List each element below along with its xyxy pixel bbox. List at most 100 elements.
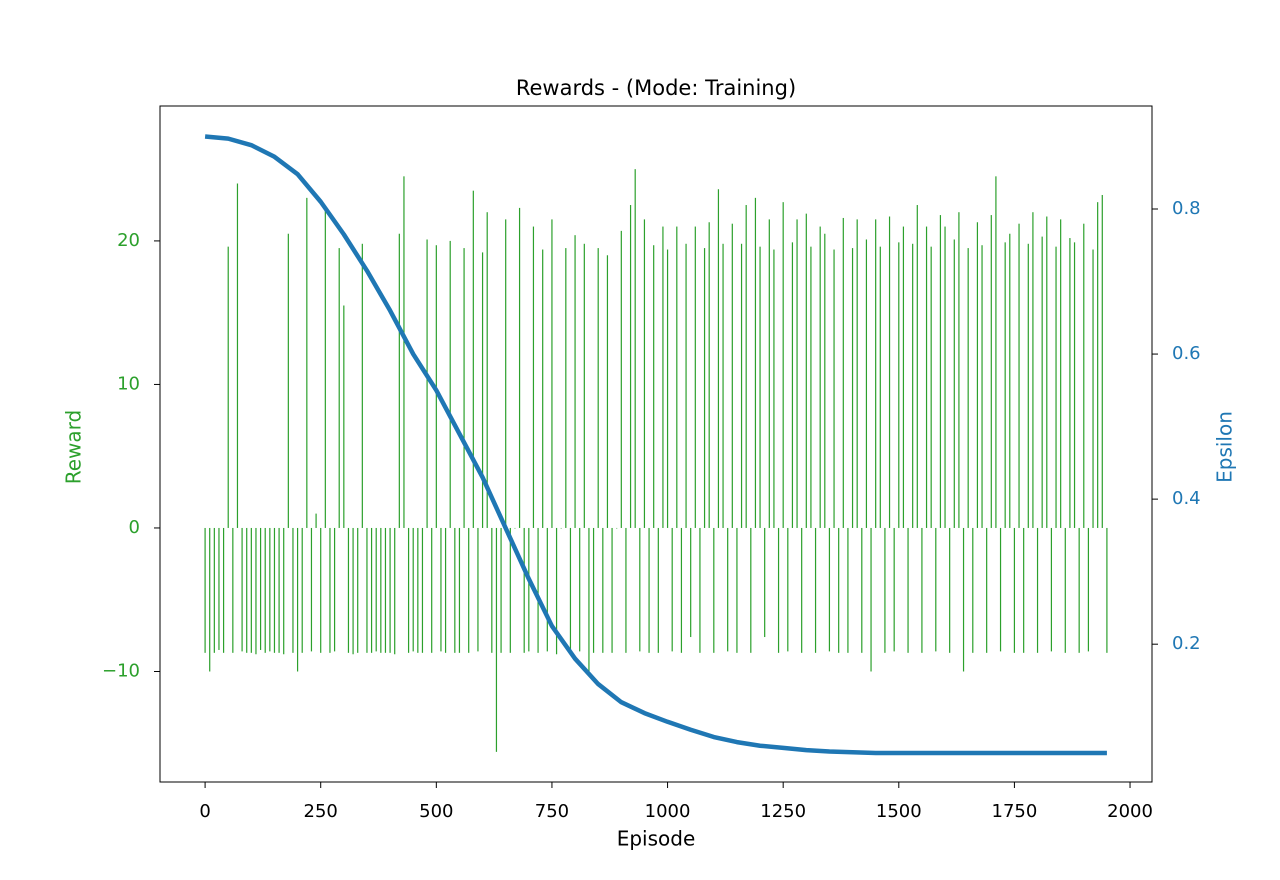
reward-bar [333, 527, 336, 652]
reward-bar [750, 527, 752, 653]
reward-bar [417, 527, 419, 653]
reward-bar [907, 527, 909, 653]
reward-bar [481, 252, 484, 528]
reward-bar [222, 527, 225, 653]
reward-bar [1013, 527, 1016, 653]
reward-bar [472, 190, 474, 528]
reward-bar [731, 223, 733, 528]
reward-bar [431, 527, 433, 653]
reward-bar [694, 226, 696, 528]
reward-bar [523, 527, 525, 653]
reward-bar [500, 527, 502, 653]
reward-bar [1023, 527, 1025, 653]
reward-bar [962, 527, 965, 672]
x-tick-label: 0 [199, 801, 210, 822]
reward-bar [579, 527, 581, 652]
reward-bar [366, 527, 368, 653]
reward-bar [389, 527, 391, 653]
reward-bar [1073, 242, 1076, 528]
reward-bar [209, 527, 211, 672]
x-axis-label: Episode [617, 827, 696, 851]
reward-bar [671, 527, 673, 652]
reward-bar [1041, 236, 1043, 528]
reward-bar [347, 527, 350, 653]
reward-bar [648, 527, 650, 653]
reward-bar [236, 183, 239, 528]
x-tick-label: 1000 [645, 801, 691, 822]
reward-bar [269, 527, 271, 652]
reward-bar [315, 513, 317, 528]
reward-bar [870, 527, 872, 672]
reward-bar [329, 527, 331, 653]
reward-bar [560, 527, 562, 529]
reward-bar [505, 219, 507, 528]
reward-bar [925, 226, 928, 528]
reward-bar [708, 222, 710, 528]
reward-bar [204, 527, 206, 653]
reward-bar [555, 527, 558, 655]
reward-bar [990, 215, 992, 528]
reward-bar [514, 527, 516, 529]
reward-bar [426, 239, 428, 528]
reward-bar [814, 527, 817, 653]
reward-bar [717, 189, 720, 528]
chart-title: Rewards - (Mode: Training) [516, 76, 796, 100]
x-tick-label: 1750 [992, 801, 1038, 822]
reward-bar [838, 527, 840, 653]
y2-axis-label: Epsilon [1213, 411, 1237, 483]
reward-bar [1106, 527, 1108, 653]
reward-bar [287, 233, 289, 528]
reward-bar [759, 246, 761, 528]
reward-bar [713, 527, 715, 653]
reward-bar [412, 527, 414, 652]
epsilon-line [204, 134, 1107, 756]
reward-bar [370, 527, 373, 653]
reward-bar [791, 242, 794, 528]
x-tick-label: 1250 [760, 801, 806, 822]
reward-bar [565, 248, 567, 528]
reward-bar [338, 248, 340, 528]
reward-bar [440, 527, 442, 652]
reward-bar [833, 249, 835, 528]
reward-bar [232, 527, 234, 653]
reward-bar [884, 527, 886, 653]
reward-bar [588, 527, 590, 672]
reward-bar [875, 219, 877, 528]
reward-bar [976, 222, 979, 528]
reward-bar [653, 245, 655, 528]
reward-bar [1036, 527, 1039, 653]
reward-bar [546, 527, 548, 652]
reward-bar [403, 176, 405, 528]
reward-bar [972, 527, 974, 653]
reward-bar [953, 239, 955, 528]
reward-bar [394, 527, 396, 655]
reward-bar [699, 527, 701, 653]
reward-bar [888, 216, 891, 528]
reward-bar [449, 240, 451, 528]
reward-bar [1101, 194, 1103, 528]
reward-bar [935, 527, 937, 652]
reward-bar [801, 527, 803, 653]
reward-bar [939, 215, 942, 528]
reward-bar [1087, 527, 1090, 652]
reward-bar [995, 176, 997, 528]
reward-bar [620, 230, 622, 528]
reward-bar [865, 239, 868, 528]
reward-bar [1092, 249, 1094, 528]
reward-bar [273, 527, 276, 653]
reward-bar [736, 527, 738, 653]
reward-bar [773, 249, 775, 528]
reward-bar [606, 255, 609, 528]
reward-bar [528, 527, 530, 652]
reward-bar [1027, 243, 1029, 528]
reward-bar [597, 248, 599, 528]
reward-bar [625, 527, 627, 653]
reward-bar [250, 527, 252, 653]
reward-bar [509, 527, 511, 653]
x-tick-label: 1500 [876, 801, 922, 822]
y-tick-label: 20 [117, 230, 140, 251]
reward-bar [902, 226, 905, 528]
reward-bar [375, 527, 377, 652]
